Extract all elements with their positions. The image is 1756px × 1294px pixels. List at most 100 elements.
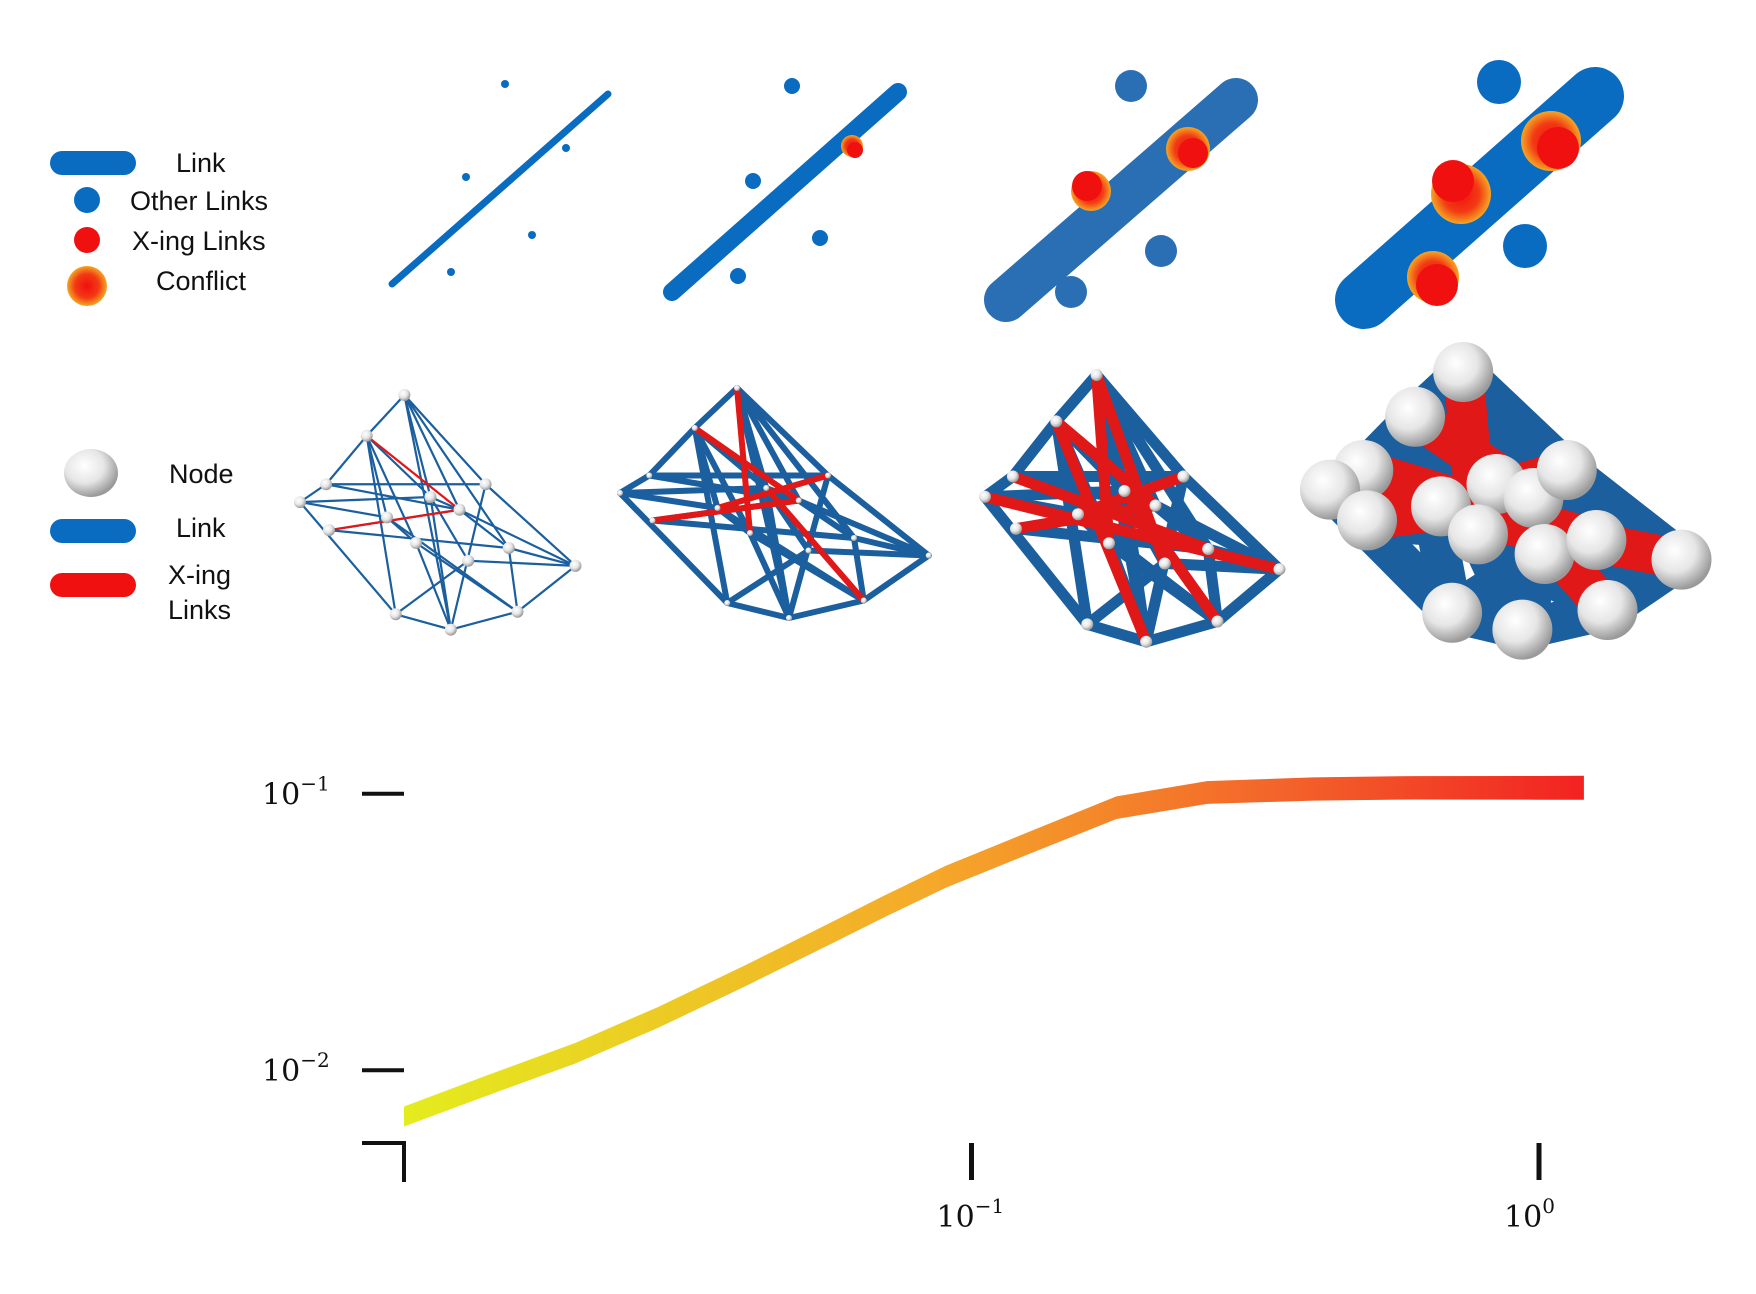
network-link [507,546,577,567]
network-link [1081,618,1152,648]
network-node [747,530,753,536]
network-node [381,511,393,524]
network-node [1118,485,1131,497]
network-node [714,505,721,511]
network-link [458,508,510,550]
network-link [851,535,932,559]
network-node [925,552,932,559]
network-node [617,490,623,496]
network-node [444,623,457,636]
network-xing-link [365,434,461,511]
network-node [786,615,792,621]
network-link [691,425,753,536]
legend-xing-links-label: X-ing Links [132,226,266,256]
network-link [298,501,389,519]
other-link [1055,276,1087,308]
network-link [1202,543,1223,627]
network-link [403,393,461,511]
network-xing-link [734,385,753,536]
x-tick-label: 100 [1504,1194,1555,1235]
network-link [403,393,510,550]
xing-link [1537,127,1579,169]
network-link [617,490,721,511]
network-node [360,429,373,442]
network-node [1081,618,1094,631]
network-xing-link [1007,471,1214,555]
link [984,78,1258,322]
network-node [1140,635,1153,648]
other-link [1477,60,1521,104]
network-node [734,385,740,391]
network-node [410,536,422,549]
network-link [298,501,397,616]
network-node [1273,563,1286,576]
y-tick-label: 10−2 [262,1048,330,1089]
network-link [429,495,452,631]
legend-xing-label-line1: X-ing [168,560,231,590]
network-node [1536,440,1597,500]
network-link [1140,616,1223,648]
network-node [389,608,402,621]
legend-node-label: Node [169,459,234,489]
network-link [394,613,452,631]
network-link [724,600,792,621]
network-link [763,485,792,621]
other-link [528,231,536,239]
network-node [860,597,867,604]
network-link [403,393,487,486]
network-link [805,547,932,559]
network-node [979,490,991,503]
other-link [812,230,828,246]
network-node [511,605,524,618]
link [388,90,612,288]
network-node [1448,504,1508,565]
network-link [1007,415,1062,482]
other-link [562,144,570,152]
network-link [860,552,932,604]
network-link [786,597,867,621]
network-link [458,508,577,567]
network-node [1433,342,1494,402]
network-xing-link [979,491,1285,575]
network-link [365,434,418,545]
xing-link [1432,160,1474,202]
network-node [453,503,466,516]
network-node [805,547,812,554]
network-node [320,478,333,491]
chart: 10−1 100 10−1 10−2 [262,772,1584,1235]
network-node [1177,470,1190,483]
network-link [484,483,577,567]
link [663,83,907,301]
xing-link [1416,264,1458,306]
xing-link [1178,138,1208,168]
network-node [795,497,802,504]
network-node [825,472,831,479]
network-node [724,600,731,606]
xing-link [847,142,863,158]
network-xing-link [714,472,831,511]
network-node [294,496,306,509]
network-link [516,564,577,613]
network-node [1492,599,1553,660]
network-node [1158,557,1171,570]
other-link [501,80,509,88]
network-node [569,559,582,572]
network-node [763,485,770,491]
network-node [1566,510,1627,570]
network-link [403,393,452,631]
network-link [414,541,519,613]
network-link [298,495,432,504]
network-link [467,559,577,567]
network-link [724,547,812,606]
network-node [462,554,475,567]
network-link [365,434,397,616]
network-link [734,385,831,479]
network-link [825,472,932,559]
legend-conflict-label: Conflict [156,266,247,296]
network-link [1050,369,1103,427]
network-xing-link [1119,485,1223,627]
network-panel-3 [979,369,1286,648]
legend-top: Link Other Links X-ing Links Conflict [50,148,268,306]
network-link [1177,471,1285,575]
network-node [1211,615,1224,628]
